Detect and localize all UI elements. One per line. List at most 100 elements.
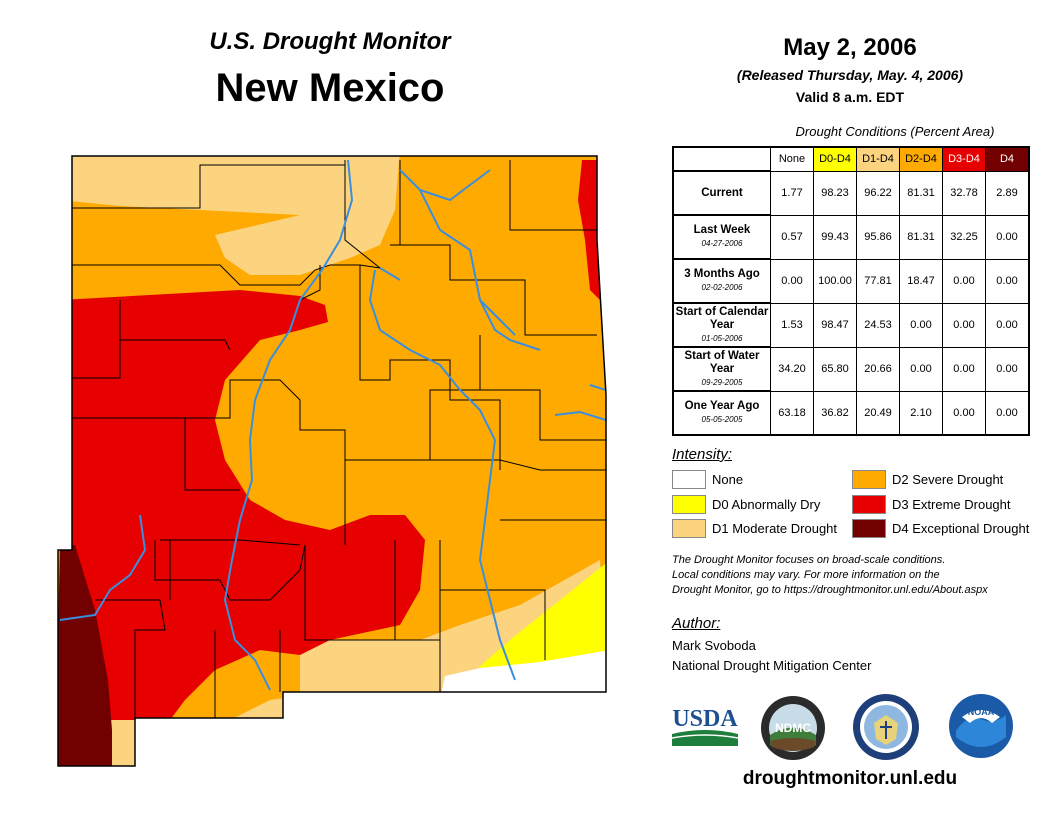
col-none: None xyxy=(770,146,814,172)
table-cell: 0.00 xyxy=(942,390,986,436)
drought-conditions-table: None D0-D4 D1-D4 D2-D4 D3-D4 D4 Current … xyxy=(672,146,1030,436)
row-label: 3 Months Ago 02-02-2006 xyxy=(672,258,771,304)
row-label-text: One Year Ago xyxy=(684,400,760,412)
col-d3-d4: D3-D4 xyxy=(942,146,986,172)
row-label-text: Start of Calendar Year xyxy=(675,305,769,331)
drought-map xyxy=(57,155,607,767)
row-label: One Year Ago 05-05-2005 xyxy=(672,390,771,436)
author-block: Mark Svoboda National Drought Mitigation… xyxy=(672,636,871,676)
col-d1-d4: D1-D4 xyxy=(856,146,900,172)
col-d0-d4: D0-D4 xyxy=(813,146,857,172)
table-cell: 81.31 xyxy=(899,214,943,260)
legend-swatch xyxy=(672,495,706,514)
table-cell: 0.00 xyxy=(985,346,1030,392)
legend-label: D0 Abnormally Dry xyxy=(712,497,821,512)
table-cell: 0.00 xyxy=(899,302,943,348)
legend-label: D2 Severe Drought xyxy=(892,472,1004,487)
table-cell: 32.25 xyxy=(942,214,986,260)
row-label-text: Last Week xyxy=(693,224,751,236)
table-cell: 2.10 xyxy=(899,390,943,436)
table-cell: 99.43 xyxy=(813,214,857,260)
row-date: 02-02-2006 xyxy=(701,283,743,292)
row-label-text: Current xyxy=(701,186,743,199)
county-lines xyxy=(72,160,606,718)
table-cell: 0.00 xyxy=(985,302,1030,348)
table-cell: 1.77 xyxy=(770,170,814,216)
col-d4: D4 xyxy=(985,146,1030,172)
table-cell: 95.86 xyxy=(856,214,900,260)
legend-label: D3 Extreme Drought xyxy=(892,497,1011,512)
table-row: 3 Months Ago 02-02-2006 0.00 100.00 77.81… xyxy=(672,258,1030,304)
author-title: Author: xyxy=(672,615,721,632)
map-title: New Mexico xyxy=(215,66,445,110)
map-date: May 2, 2006 xyxy=(783,34,917,61)
table-cell: 63.18 xyxy=(770,390,814,436)
table-cell: 0.00 xyxy=(985,214,1030,260)
legend-label: D4 Exceptional Drought xyxy=(892,521,1030,536)
table-cell: 20.49 xyxy=(856,390,900,436)
legend-swatch xyxy=(672,519,706,538)
table-header-blank xyxy=(673,147,771,171)
table-caption: Drought Conditions (Percent Area) xyxy=(795,124,995,139)
table-cell: 20.66 xyxy=(856,346,900,392)
doc-seal-logo xyxy=(853,694,919,760)
ndmc-logo: NDMC xyxy=(761,696,825,760)
d4-bootheel xyxy=(58,545,112,766)
table-row: Last Week 04-27-2006 0.57 99.43 95.86 81.… xyxy=(672,214,1030,260)
table-cell: 34.20 xyxy=(770,346,814,392)
usda-logo-text: USDA xyxy=(672,706,738,732)
table-cell: 77.81 xyxy=(856,258,900,304)
table-cell: 24.53 xyxy=(856,302,900,348)
row-label: Start of Water Year 09-29-2005 xyxy=(672,346,771,392)
legend-label: D1 Moderate Drought xyxy=(712,521,838,536)
table-cell: 18.47 xyxy=(899,258,943,304)
legend-swatch xyxy=(852,519,886,538)
col-d2-d4: D2-D4 xyxy=(899,146,943,172)
table-row: One Year Ago 05-05-2005 63.18 36.82 20.49… xyxy=(672,390,1030,436)
table-cell: 0.00 xyxy=(942,302,986,348)
table-header-row: None D0-D4 D1-D4 D2-D4 D3-D4 D4 xyxy=(673,146,1030,172)
disclaimer-note: The Drought Monitor focuses on broad-sca… xyxy=(672,553,1047,598)
note-line: The Drought Monitor focuses on broad-sca… xyxy=(672,554,946,566)
row-label-text: 3 Months Ago xyxy=(684,268,760,280)
legend-swatch xyxy=(852,495,886,514)
map-subtitle: U.S. Drought Monitor xyxy=(209,28,451,55)
none-southeast xyxy=(440,650,606,700)
row-date: 09-29-2005 xyxy=(701,377,743,387)
legend-item-d4: D4 Exceptional Drought xyxy=(852,519,1029,538)
usda-logo: USDA xyxy=(671,706,738,746)
table-row: Start of Calendar Year 01-05-2006 1.53 98… xyxy=(672,302,1030,348)
table-cell: 32.78 xyxy=(942,170,986,216)
noaa-logo-text: NOAA xyxy=(968,707,995,717)
d1-north-central xyxy=(215,156,400,275)
legend-item-d1: D1 Moderate Drought xyxy=(672,519,837,538)
site-url: droughtmonitor.unl.edu xyxy=(742,768,958,789)
table-cell: 96.22 xyxy=(856,170,900,216)
table-cell: 36.82 xyxy=(813,390,857,436)
legend-swatch xyxy=(672,470,706,489)
table-cell: 98.47 xyxy=(813,302,857,348)
legend-item-d0: D0 Abnormally Dry xyxy=(672,495,820,514)
table-cell: 0.00 xyxy=(899,346,943,392)
table-row: Current 1.77 98.23 96.22 81.31 32.78 2.8… xyxy=(672,170,1030,216)
table-cell: 100.00 xyxy=(813,258,857,304)
d1-northwest xyxy=(60,156,330,215)
table-cell: 0.00 xyxy=(942,346,986,392)
legend-label: None xyxy=(712,472,744,487)
row-label: Start of Calendar Year 01-05-2006 xyxy=(672,302,771,348)
d3-southwest xyxy=(60,290,425,720)
table-cell: 0.00 xyxy=(985,390,1030,436)
row-label: Last Week 04-27-2006 xyxy=(672,214,771,260)
legend-swatch xyxy=(852,470,886,489)
valid-time: Valid 8 a.m. EDT xyxy=(795,89,905,105)
legend-item-none: None xyxy=(672,470,743,489)
row-date: 01-05-2006 xyxy=(701,333,743,343)
author-name: Mark Svoboda xyxy=(672,638,756,653)
author-org: National Drought Mitigation Center xyxy=(672,658,872,673)
legend-item-d3: D3 Extreme Drought xyxy=(852,495,1011,514)
table-cell: 98.23 xyxy=(813,170,857,216)
noaa-logo: NOAA xyxy=(949,694,1013,758)
row-label: Current xyxy=(672,170,771,216)
legend-item-d2: D2 Severe Drought xyxy=(852,470,1003,489)
d0-southeast xyxy=(478,560,606,668)
